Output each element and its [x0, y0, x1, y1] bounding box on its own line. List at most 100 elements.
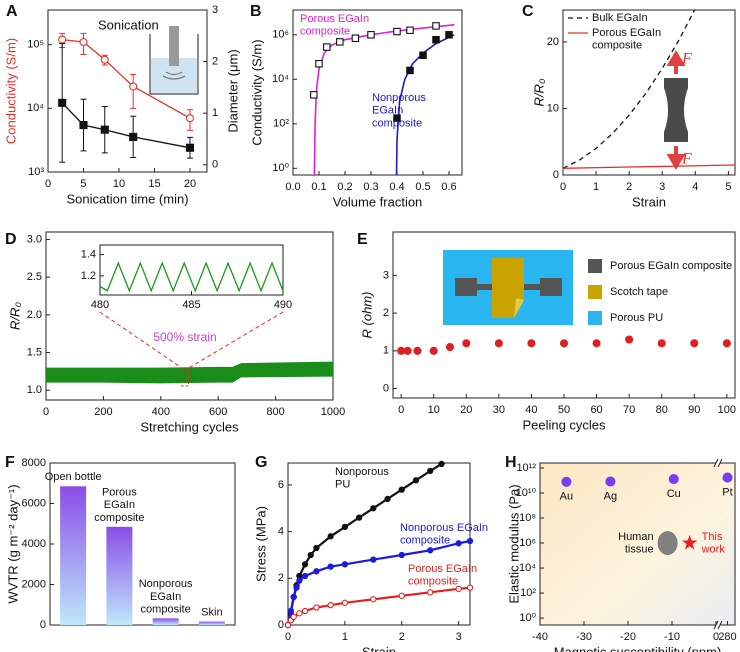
x-tick-label: 70: [623, 404, 635, 416]
data-point: [313, 544, 320, 552]
bar: [60, 486, 87, 625]
x-tick-label: 40: [525, 404, 537, 416]
x-tick-label: 0.3: [363, 181, 378, 193]
y-tick-label: 10¹²: [516, 462, 536, 474]
data-point: [445, 343, 455, 352]
data-point: [384, 495, 391, 503]
data-point: [690, 339, 699, 348]
data-point: [58, 98, 67, 107]
panel-label: A: [6, 3, 18, 20]
x-tick-label: -10: [664, 631, 680, 643]
panel-label: D: [5, 231, 17, 248]
x-tick-label: 2: [399, 631, 405, 643]
y-tick-label: 20: [547, 36, 559, 48]
data-point: [406, 26, 414, 34]
y-tick-label: 10: [547, 102, 559, 114]
data-point: [310, 91, 318, 99]
panel-label: F: [5, 454, 15, 471]
y-tick-label: 2.0: [27, 309, 42, 321]
x-tick-label: 0: [45, 178, 51, 190]
x-tick-label: -30: [576, 631, 592, 643]
data-point: [657, 531, 678, 556]
axis-break-gap: [716, 460, 720, 466]
data-point: [323, 43, 331, 51]
point-label: Pt: [722, 487, 732, 499]
data-point: [79, 37, 88, 47]
data-point: [397, 346, 406, 355]
y-tick-label: 10²: [273, 118, 289, 130]
data-point: [403, 346, 412, 355]
data-point: [100, 55, 109, 64]
point-label: Ag: [604, 490, 617, 502]
x-tick-label: 0.6: [441, 181, 456, 193]
data-point: [494, 339, 503, 348]
zoom-box: [181, 367, 190, 387]
y-axis-label: Conductivity (S/m): [3, 38, 18, 144]
data-point: [427, 589, 434, 596]
y-tick-label: 0: [383, 382, 389, 394]
x-tick-label: 4: [692, 181, 698, 193]
data-point: [351, 34, 360, 42]
x-tick-label: 0.1: [311, 181, 326, 193]
x-tick-label: 80: [656, 404, 668, 416]
y-tick-label: 1.0: [27, 384, 42, 396]
data-point: [393, 27, 401, 36]
data-point: [427, 467, 434, 475]
data-point: [432, 35, 440, 44]
data-point: [293, 584, 300, 591]
data-point: [301, 572, 309, 580]
bar-category-label: Open bottle: [45, 471, 102, 483]
data-point: [592, 339, 601, 348]
y-tick-label: 10⁶: [519, 537, 536, 549]
data-point: [398, 486, 405, 493]
series-line: [562, 9, 696, 169]
y-tick-label: 0: [40, 619, 46, 631]
axis-frame: [292, 9, 463, 176]
y-tick-label: 2.5: [27, 271, 42, 283]
data-point: [341, 523, 349, 531]
axis-frame: [45, 231, 334, 401]
y2-tick-label: 0: [212, 159, 218, 171]
x-tick-label: 30: [493, 404, 505, 416]
y-tick-label: 4000: [22, 538, 46, 550]
y-axis-label: R/R₀: [531, 78, 546, 106]
legend-label: Scotch tape: [610, 286, 668, 298]
series-label: Nonporous PU: [335, 466, 389, 491]
series-line: [99, 261, 284, 293]
data-point: [307, 551, 314, 559]
legend-swatch: [588, 311, 602, 325]
x-axis-label: Volume fraction: [333, 194, 423, 209]
x-tick-label: 3: [456, 631, 462, 643]
y-tick-label: 6000: [22, 497, 46, 509]
data-point: [722, 472, 733, 483]
data-point: [296, 610, 303, 617]
x-tick-label: 0: [43, 406, 49, 418]
annotation: 500% strain: [153, 330, 216, 344]
y-tick-label: 1.5: [27, 346, 42, 358]
x-tick-label: 0: [560, 181, 566, 193]
data-point: [370, 505, 377, 512]
data-point: [341, 599, 349, 606]
x-tick-label: 3: [659, 181, 665, 193]
data-point: [370, 556, 377, 563]
x-tick-label: 0.0: [285, 181, 300, 193]
y-tick-label: 10⁴: [519, 562, 536, 574]
legend-label: Porous PU: [610, 312, 663, 324]
x-axis-label: Strain: [362, 644, 396, 652]
x-tick-label: 0.5: [415, 181, 430, 193]
force-label: F: [681, 51, 692, 68]
y-tick-label: 4: [278, 526, 284, 538]
axis-frame: [47, 9, 208, 173]
x-tick-label: 15: [148, 178, 160, 190]
data-point: [455, 540, 462, 547]
data-point: [367, 31, 375, 39]
x-tick-label: 280: [718, 631, 736, 643]
data-point: [657, 339, 666, 348]
x-axis-label: Magnetic susceptibility (ppm): [554, 644, 722, 652]
x-tick-label: 0.2: [337, 181, 352, 193]
y-tick-label: 1.4: [81, 248, 96, 260]
y-tick-label: 10⁴: [272, 73, 289, 85]
point-label: Au: [560, 491, 573, 503]
y-tick-label: 0: [278, 619, 284, 631]
